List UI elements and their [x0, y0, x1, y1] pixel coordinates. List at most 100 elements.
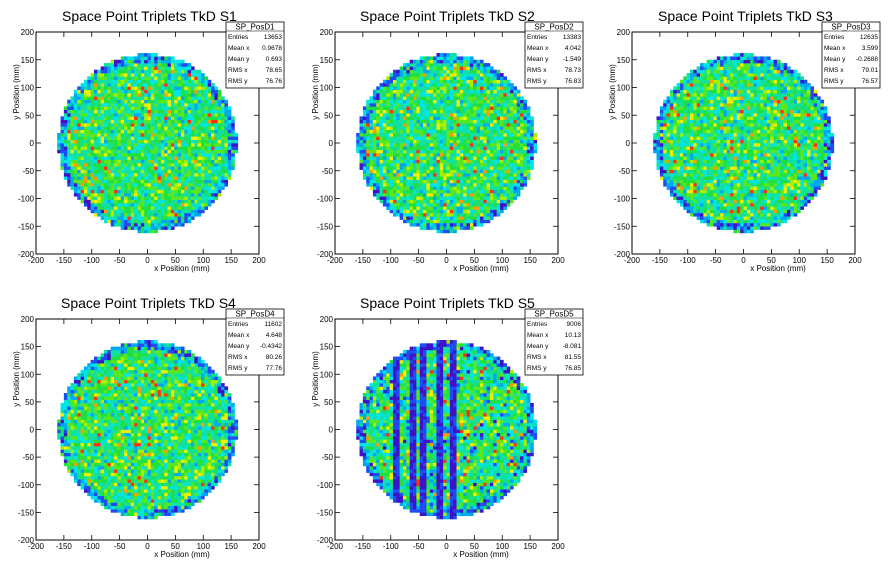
heatmap-cell: [443, 129, 447, 134]
heatmap-cell: [500, 99, 504, 104]
heatmap-cell: [221, 149, 225, 154]
heatmap-cell: [144, 113, 148, 117]
heatmap-cell: [386, 96, 390, 101]
heatmap-cell: [214, 189, 219, 194]
heatmap-cell: [459, 79, 464, 84]
heatmap-cell: [476, 212, 481, 217]
heatmap-cell: [120, 206, 125, 210]
heatmap-cell: [150, 176, 155, 180]
heatmap-cell: [83, 182, 88, 187]
heatmap-cell: [140, 149, 145, 154]
heatmap-cell: [399, 129, 404, 134]
heatmap-cell: [160, 162, 165, 167]
heatmap-cell: [77, 186, 81, 190]
heatmap-cell: [449, 99, 454, 104]
heatmap-cell: [164, 143, 168, 147]
heatmap-cell: [473, 113, 477, 117]
heatmap-cell: [463, 99, 467, 104]
heatmap-cell: [456, 86, 461, 91]
heatmap-cell: [117, 189, 122, 194]
heatmap-cell: [382, 86, 387, 91]
heatmap-cell: [137, 162, 142, 167]
heatmap-cell: [204, 126, 209, 130]
heatmap-cell: [426, 133, 431, 137]
heatmap-cell: [456, 162, 461, 167]
heatmap-cell: [224, 179, 229, 184]
heatmap-cell: [456, 113, 461, 117]
heatmap-cell: [382, 89, 387, 94]
heatmap-cell: [221, 186, 225, 190]
heatmap-cell: [217, 129, 222, 134]
heatmap-cell: [392, 69, 397, 74]
heatmap-cell: [60, 159, 65, 164]
heatmap-cell: [127, 159, 132, 164]
heatmap-cell: [506, 146, 511, 150]
heatmap-cell: [144, 129, 148, 134]
heatmap-cell: [392, 199, 397, 204]
heatmap-cell: [469, 156, 474, 160]
heatmap-cell: [130, 186, 135, 190]
heatmap-cell: [669, 156, 674, 160]
heatmap-cell: [144, 56, 148, 61]
heatmap-cell: [503, 103, 508, 107]
heatmap-cell: [453, 182, 457, 187]
heatmap-cell: [419, 99, 424, 104]
heatmap-cell: [217, 189, 222, 194]
heatmap-cell: [389, 146, 394, 150]
heatmap-cell: [174, 182, 178, 187]
heatmap-cell: [386, 166, 390, 170]
heatmap-cell: [419, 226, 424, 230]
heatmap-cell: [87, 89, 91, 94]
heatmap-cell: [217, 106, 222, 110]
heatmap-cell: [366, 136, 370, 140]
heatmap-cell: [150, 66, 155, 71]
heatmap-cell: [392, 76, 397, 81]
heatmap-cell: [676, 166, 681, 170]
heatmap-cell: [160, 59, 165, 64]
heatmap-cell: [506, 133, 511, 137]
heatmap-cell: [130, 73, 135, 77]
heatmap-cell: [114, 73, 118, 77]
heatmap-cell: [170, 159, 175, 164]
heatmap-cell: [157, 133, 162, 137]
heatmap-cell: [459, 192, 464, 197]
heatmap-cell: [190, 152, 195, 157]
heatmap-cell: [439, 59, 444, 64]
heatmap-cell: [207, 156, 212, 160]
heatmap-cell: [110, 219, 115, 224]
heatmap-cell: [669, 103, 674, 107]
heatmap-cell: [413, 182, 417, 187]
heatmap-cell: [97, 149, 101, 154]
heatmap-cell: [429, 99, 434, 104]
heatmap-cell: [150, 212, 155, 217]
heatmap-cell: [520, 133, 524, 137]
heatmap-cell: [366, 119, 370, 124]
heatmap-cell: [57, 146, 61, 150]
heatmap-cell: [376, 99, 380, 104]
heatmap-cell: [90, 199, 95, 204]
heatmap-cell: [496, 136, 501, 140]
heatmap-cell: [493, 103, 497, 107]
heatmap-cell: [419, 103, 424, 107]
heatmap-cell: [217, 182, 222, 187]
heatmap-cell: [187, 182, 192, 187]
heatmap-cell: [83, 126, 88, 130]
heatmap-cell: [689, 152, 694, 157]
heatmap-cell: [107, 79, 111, 84]
heatmap-cell: [433, 83, 437, 87]
heatmap-cell: [419, 162, 424, 167]
heatmap-cell: [446, 202, 451, 207]
heatmap-cell: [469, 76, 474, 81]
heatmap-cell: [479, 126, 484, 130]
heatmap-cell: [114, 189, 118, 194]
heatmap-cell: [449, 189, 454, 194]
heatmap-cell: [496, 106, 501, 110]
heatmap-cell: [676, 123, 681, 127]
heatmap-cell: [177, 149, 182, 154]
heatmap-cell: [456, 89, 461, 94]
heatmap-cell: [73, 133, 78, 137]
heatmap-cell: [134, 79, 138, 84]
heatmap-cell: [187, 206, 192, 210]
heatmap-cell: [443, 196, 447, 200]
heatmap-cell: [217, 109, 222, 114]
